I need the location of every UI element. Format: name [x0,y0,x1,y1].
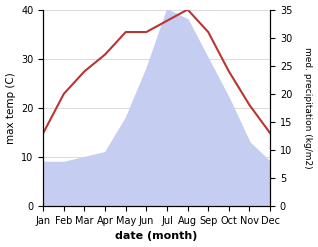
Y-axis label: max temp (C): max temp (C) [5,72,16,144]
X-axis label: date (month): date (month) [115,231,198,242]
Y-axis label: med. precipitation (kg/m2): med. precipitation (kg/m2) [303,47,313,169]
